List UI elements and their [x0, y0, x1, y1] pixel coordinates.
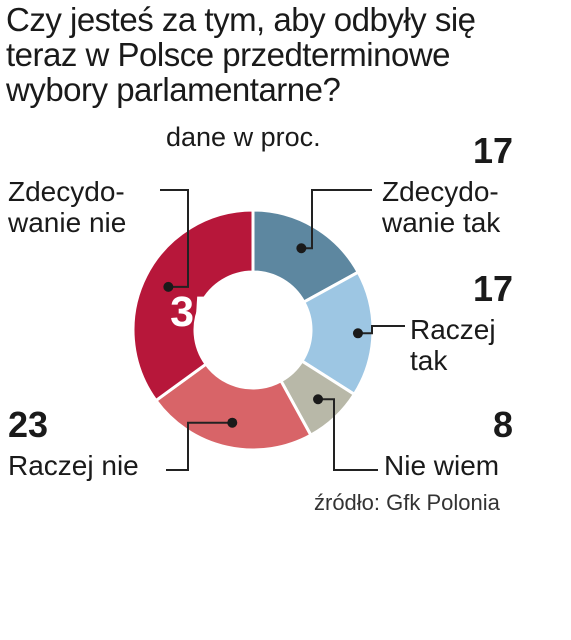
value-raczej-tak: 17	[472, 268, 513, 309]
slice-zdecydowanie-nie	[131, 208, 255, 403]
value-raczej-nie: 23	[8, 404, 49, 445]
chart-title: Czy jesteś za tym, aby odbyły się teraz …	[6, 1, 476, 108]
label-nie-wiem: Nie wiem	[384, 450, 500, 481]
leader-dot-zdecydowanie-tak	[296, 243, 307, 254]
label-zdecydowanie-nie: Zdecydo- wanie nie	[8, 176, 127, 238]
source-note: źródło: Gfk Polonia	[314, 490, 500, 515]
label-raczej-tak: Raczej tak	[410, 314, 496, 376]
label-raczej-nie: Raczej nie	[8, 450, 139, 481]
leader-line-nie-wiem	[318, 398, 378, 471]
leader-dot-nie-wiem	[313, 394, 324, 405]
leader-line-zdecydowanie-tak	[301, 189, 372, 250]
leader-dot-raczej-nie	[227, 417, 238, 428]
slice-raczej-nie	[153, 361, 313, 452]
slice-zdecydowanie-tak	[251, 208, 361, 305]
leader-line-raczej-tak	[357, 325, 405, 335]
value-zdecydowanie-tak: 17	[472, 130, 513, 171]
leader-line-zdecydowanie-nie	[160, 189, 189, 288]
slice-raczej-tak	[299, 270, 375, 397]
chart-subtitle: dane w proc.	[166, 122, 321, 152]
label-zdecydowanie-tak: Zdecydo- wanie tak	[382, 176, 501, 238]
leader-dot-zdecydowanie-nie	[163, 281, 174, 292]
leader-line-raczej-nie	[166, 421, 233, 471]
leader-dot-raczej-tak	[352, 328, 363, 339]
value-nie-wiem: 8	[492, 404, 513, 445]
slice-inner-value-label: 35	[170, 288, 218, 336]
